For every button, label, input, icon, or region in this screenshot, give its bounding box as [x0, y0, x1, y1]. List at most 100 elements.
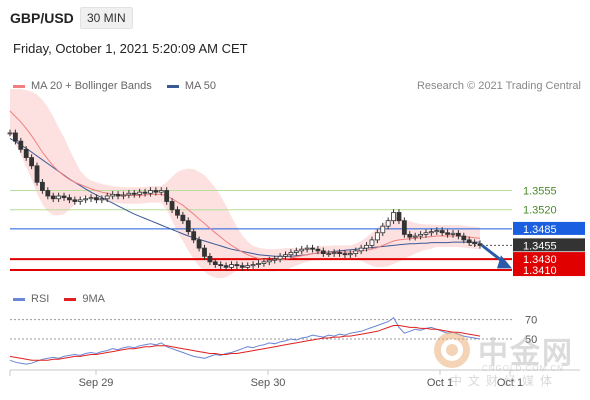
candle-body — [353, 250, 359, 255]
candle-body — [245, 265, 251, 268]
candle-body — [369, 239, 375, 246]
candle-body — [326, 253, 332, 256]
candle-body — [196, 239, 202, 249]
candle-body — [29, 157, 35, 167]
candle-body — [412, 235, 418, 238]
candle-body — [67, 197, 72, 201]
candle-body — [396, 212, 402, 222]
candle-body — [18, 140, 24, 150]
candle-body — [477, 243, 483, 246]
candle-body — [50, 195, 56, 200]
legend-label-9ma: 9MA — [82, 293, 106, 305]
candle-body — [88, 197, 94, 200]
candle-body — [472, 242, 477, 245]
level-label-5: 1.3410 — [523, 265, 557, 277]
candle-body — [115, 193, 121, 197]
interval-button[interactable]: 30 MIN — [80, 7, 133, 29]
candle-body — [56, 195, 62, 200]
candle-body — [34, 165, 40, 183]
candle-body — [331, 252, 337, 254]
candle-body — [61, 195, 67, 199]
candle-body — [380, 225, 386, 234]
candle-body — [7, 132, 13, 135]
candle-body — [239, 265, 245, 268]
candle-body — [83, 198, 89, 201]
rsi-line — [9, 316, 481, 365]
candle-body — [250, 264, 256, 267]
legend-swatch-9ma — [64, 297, 77, 301]
candle-body — [256, 263, 261, 265]
candle-body — [142, 191, 148, 194]
x-tick-label-3: Oct 1 — [497, 377, 523, 389]
candle-body — [283, 254, 288, 257]
candle-body — [293, 250, 299, 253]
candle-body — [94, 197, 99, 201]
candle-body — [191, 231, 197, 241]
candle-body — [180, 214, 186, 222]
candle-body — [131, 192, 137, 195]
candle-body — [272, 258, 278, 261]
candle-body — [342, 253, 348, 256]
candle-body — [428, 231, 434, 234]
price-legend: MA 20 + Bollinger Bands MA 50 — [13, 80, 228, 92]
candle-body — [77, 199, 83, 202]
ma20-line — [9, 110, 481, 261]
candle-body — [374, 232, 380, 241]
candle-body — [175, 209, 180, 216]
level-label-3: 1.3455 — [523, 240, 557, 252]
candle-body — [304, 247, 310, 250]
candle-body — [385, 220, 391, 227]
rsi-legend: RSI 9MA — [13, 293, 117, 305]
candle-body — [45, 190, 51, 197]
candle-body — [266, 259, 272, 263]
legend-item-ma20: MA 20 + Bollinger Bands — [13, 80, 155, 92]
candle-body — [466, 239, 472, 244]
legend-label-rsi: RSI — [31, 293, 50, 305]
rsi-tick-label-1: 50 — [525, 334, 537, 346]
candle-body — [418, 233, 423, 237]
candles-group — [7, 129, 483, 271]
legend-item-rsi: RSI — [13, 293, 52, 305]
candle-body — [445, 232, 450, 235]
ma50-line — [9, 137, 480, 257]
candle-body — [212, 261, 218, 265]
bollinger-band — [10, 89, 480, 279]
legend-item-ma50: MA 50 — [166, 80, 216, 92]
candle-body — [315, 248, 321, 252]
candle-body — [455, 232, 461, 237]
legend-label-ma20: MA 20 + Bollinger Bands — [31, 80, 152, 92]
legend-swatch-ma20 — [13, 84, 25, 88]
level-label-2: 1.3485 — [523, 224, 557, 236]
level-label-bg-5 — [513, 263, 585, 277]
candle-body — [207, 255, 213, 263]
rsi-ma9-line — [9, 325, 481, 361]
candle-body — [234, 264, 240, 267]
candle-body — [148, 190, 153, 194]
x-tick-label-2: Oct 1 — [427, 377, 453, 389]
legend-swatch-ma50 — [166, 84, 179, 88]
forecast-arrow-head — [497, 255, 512, 269]
candle-body — [401, 220, 407, 235]
candle-body — [158, 190, 164, 193]
candle-body — [261, 261, 267, 264]
candle-body — [153, 190, 159, 193]
cngold-logo-icon — [434, 332, 470, 368]
candle-body — [110, 193, 116, 197]
candle-body — [299, 248, 305, 252]
candle-body — [126, 192, 132, 196]
candle-body — [364, 244, 369, 249]
x-tick-label-1: Sep 30 — [251, 377, 286, 389]
symbol-label: GBP/USD — [10, 10, 74, 26]
candle-body — [99, 198, 105, 201]
candle-body — [439, 230, 445, 234]
rsi-tick-label-0: 70 — [525, 315, 537, 327]
candle-body — [337, 252, 342, 254]
candle-body — [320, 250, 326, 255]
candle-body — [277, 255, 283, 260]
level-label-1: 1.3520 — [523, 205, 557, 217]
candle-body — [202, 247, 207, 257]
level-label-bg-4 — [513, 252, 585, 266]
legend-item-9ma: 9MA — [64, 293, 105, 305]
watermark-name: 中金网 — [478, 337, 574, 370]
